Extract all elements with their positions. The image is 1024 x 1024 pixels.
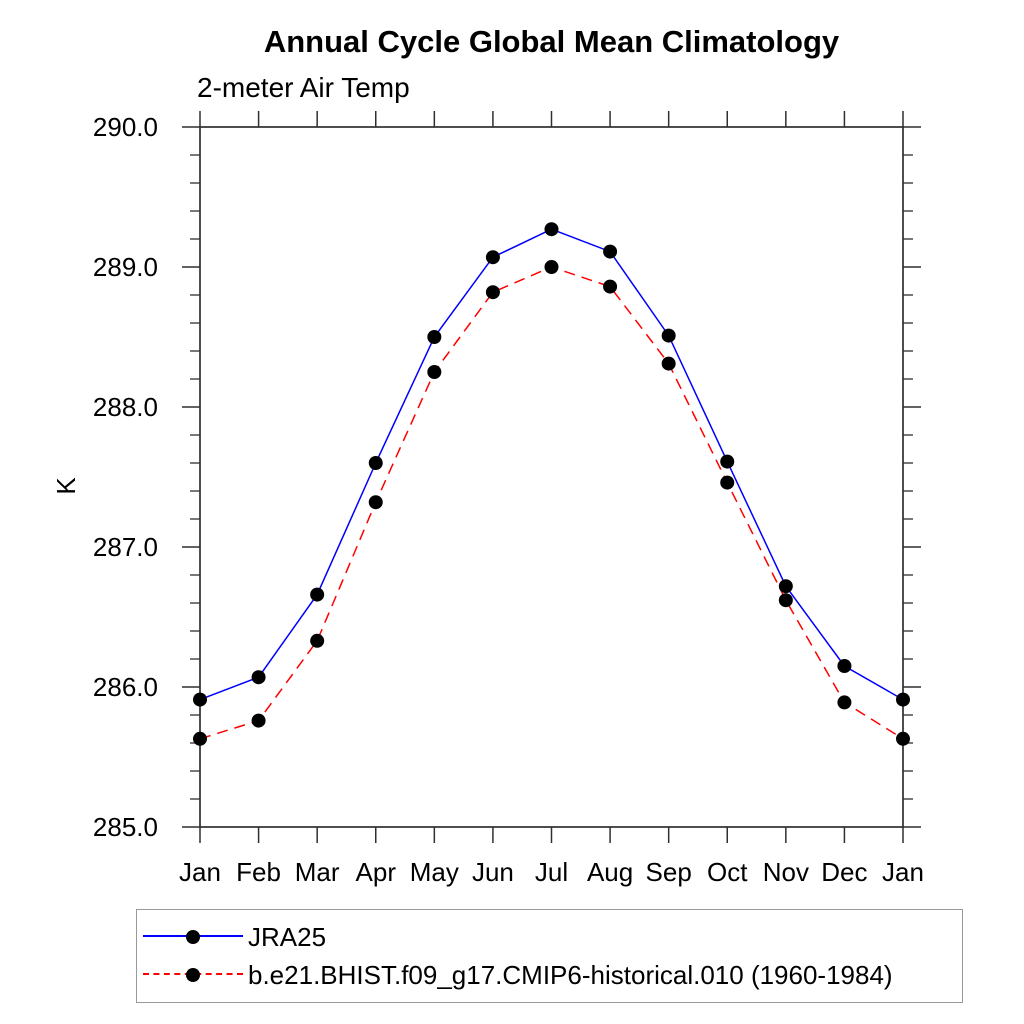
legend-line-sample-solid: [143, 930, 243, 944]
data-point-s0-5: [485, 250, 500, 265]
data-point-s1-12: [896, 731, 910, 746]
legend-item-jra25: JRA25: [143, 918, 962, 956]
data-point-s1-5: [485, 285, 500, 300]
data-point-s0-9: [720, 454, 735, 469]
data-point-s1-8: [661, 356, 676, 371]
data-point-s0-6: [544, 222, 559, 237]
data-point-s0-1: [251, 670, 266, 685]
legend-marker-dot-icon: [186, 968, 200, 982]
x-tick-label: Oct: [707, 857, 748, 887]
y-tick-label: 287.0: [93, 532, 158, 562]
data-point-s0-8: [661, 328, 676, 343]
data-point-s0-10: [778, 579, 793, 594]
data-point-s0-2: [310, 587, 325, 602]
y-tick-label: 289.0: [93, 252, 158, 282]
x-tick-label: Jan: [179, 857, 221, 887]
data-point-s0-3: [368, 456, 383, 470]
legend-label-model: b.e21.BHIST.f09_g17.CMIP6-historical.010…: [248, 959, 893, 990]
series-line-1: [199, 266, 904, 740]
y-tick-label: 285.0: [93, 812, 158, 842]
data-point-s0-12: [896, 692, 910, 707]
x-tick-label: Sep: [646, 857, 692, 887]
legend-box: JRA25 b.e21.BHIST.f09_g17.CMIP6-historic…: [136, 909, 963, 1003]
x-tick-label: Dec: [821, 857, 867, 887]
data-point-s0-11: [837, 659, 852, 673]
legend-line-sample-dashed: [143, 968, 243, 982]
y-axis-label: K: [51, 477, 81, 495]
data-point-s1-1: [251, 713, 266, 728]
y-tick-label: 286.0: [93, 672, 158, 702]
x-tick-label: Aug: [587, 857, 633, 887]
y-tick-label: 288.0: [93, 392, 158, 422]
chart-subtitle: 2-meter Air Temp: [197, 72, 410, 103]
x-tick-label: Jan: [882, 857, 924, 887]
x-tick-label: May: [410, 857, 459, 887]
data-point-s1-0: [193, 731, 207, 746]
legend-item-model: b.e21.BHIST.f09_g17.CMIP6-historical.010…: [143, 956, 962, 994]
data-point-s0-0: [193, 692, 207, 707]
data-point-s1-11: [837, 695, 852, 710]
x-tick-label: Feb: [236, 857, 281, 887]
data-point-s0-7: [603, 244, 618, 259]
x-tick-label: Nov: [763, 857, 809, 887]
data-point-s0-4: [427, 330, 442, 344]
data-point-s1-2: [310, 633, 325, 648]
x-tick-label: Jul: [535, 857, 568, 887]
data-point-s1-7: [603, 279, 618, 294]
data-point-s1-9: [720, 475, 735, 490]
x-tick-label: Apr: [356, 857, 397, 887]
y-tick-label: 290.0: [93, 112, 158, 142]
data-point-s1-4: [427, 365, 442, 379]
data-point-s1-10: [778, 593, 793, 608]
plot-area: 285.0 286.0 287.0 288.0 289.0 290.0 Jan Feb Mar A…: [51, 111, 924, 887]
data-point-s1-6: [544, 260, 559, 274]
data-point-s1-3: [368, 495, 383, 510]
x-tick-label: Jun: [472, 857, 514, 887]
legend-label-jra25: JRA25: [248, 921, 327, 952]
legend-marker-dot-icon: [186, 930, 200, 944]
series-line-0: [199, 228, 904, 701]
x-tick-label: Mar: [295, 857, 340, 887]
chart-title: Annual Cycle Global Mean Climatology: [263, 24, 840, 59]
